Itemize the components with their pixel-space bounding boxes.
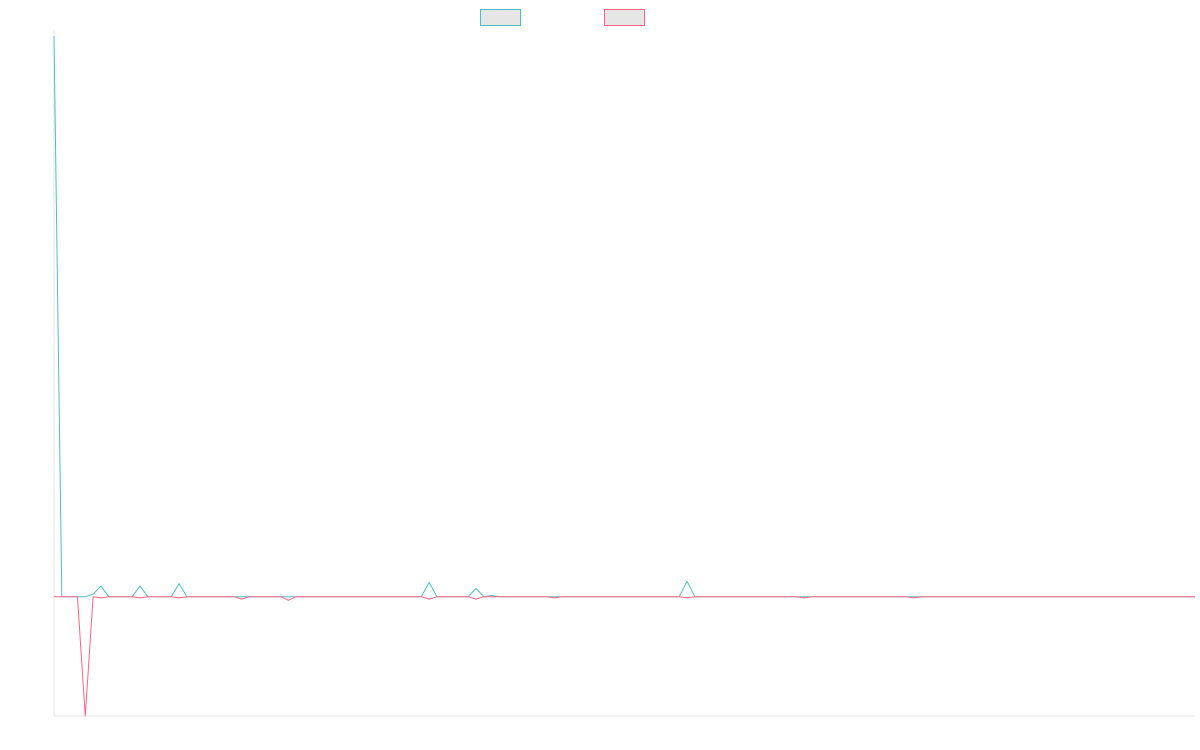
axes — [53, 30, 1195, 717]
legend-swatch-2 — [604, 9, 645, 26]
legend-item-2[interactable] — [604, 9, 645, 26]
legend-item-1[interactable] — [480, 9, 521, 26]
series-line-1 — [53, 35, 1195, 598]
legend-swatch-1 — [480, 9, 521, 26]
legend — [480, 9, 645, 26]
series-line-2 — [54, 596, 1195, 717]
plot-area — [53, 35, 1195, 717]
